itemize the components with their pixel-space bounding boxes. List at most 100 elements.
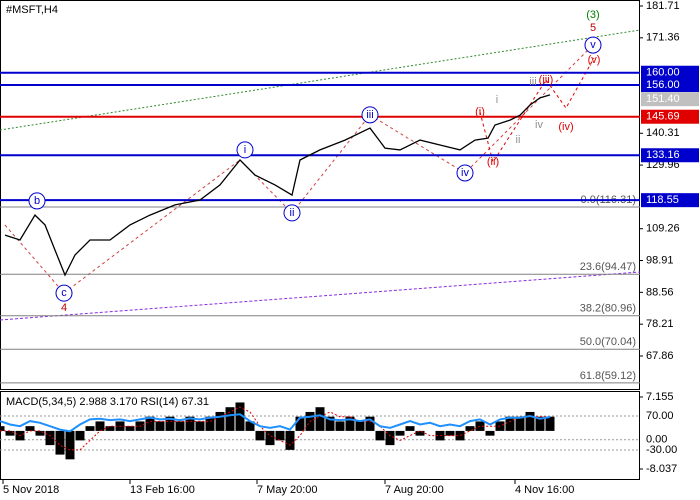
wave-circle [28,192,46,210]
macd-bar [225,407,235,431]
price-line [4,94,551,277]
macd-bar [235,402,245,431]
trend-line [0,271,641,321]
wave-label: (iv) [558,121,573,133]
wave-label: (i) [475,106,485,118]
macd-bar [535,416,545,431]
y-tick-label: -8.037 [646,463,677,475]
macd-bar [45,430,55,446]
macd-bar [395,430,405,436]
macd-bar [125,426,135,431]
x-tick-label: 7 May 20:00 [257,484,318,496]
macd-bar [25,426,35,431]
level-label: 156.00 [646,79,680,91]
level-box [641,92,699,107]
macd-bar [105,426,115,431]
macd-bar [275,430,285,441]
wave-path [4,44,594,294]
y-tick-label: 140.31 [646,127,680,139]
y-tick-label: 171.36 [646,32,680,44]
y-tick-label: 67.86 [646,350,674,362]
wave-label: (iii) [539,74,554,86]
wave-label: i [496,94,498,106]
macd-bar [85,426,95,431]
macd-bar [35,430,45,436]
level-label: 151.40 [646,93,680,105]
wave-label: iii [529,76,536,88]
macd-bar [175,421,185,431]
x-tick-label: 13 Feb 16:00 [130,484,195,496]
level-label: 145.69 [646,111,680,123]
y-tick-label: 98.91 [646,254,674,266]
macd-bar [445,430,455,436]
wave-label: 4 [61,302,67,314]
wave-label: ii [290,207,295,219]
x-tick-label: 7 Aug 20:00 [385,484,444,496]
macd-bar [65,430,75,460]
macd-bar [255,430,265,441]
wave-circle [361,106,379,124]
macd-bar [195,421,205,431]
macd-bar [325,416,335,431]
macd-bar [0,426,5,431]
macd-bar [345,416,355,431]
sub-frame [0,391,640,480]
wave-label: (3) [586,9,599,21]
macd-bar [365,416,375,431]
macd-bar [455,430,465,441]
level-box [641,193,699,208]
macd-bar [315,407,325,431]
macd-bar [75,430,85,441]
wave-label: iv [461,167,469,179]
level-label: 133.16 [646,149,680,161]
wave-label: c [61,287,67,299]
macd-bar [505,416,515,431]
macd-bar [465,426,475,431]
macd-bar [525,411,535,431]
macd-bar [415,430,425,436]
wave-circle [283,204,301,222]
macd-bar [385,430,395,446]
wave-circle [236,141,254,159]
wave-label: v [590,39,596,51]
wave-label: (ii) [487,156,499,168]
macd-bar [215,411,225,431]
indicator-title: MACD(5,34,5) 2.988 3.170 RSI(14) 67.31 [6,396,209,408]
macd-bar [265,430,275,446]
macd-bar [375,430,385,441]
macd-bar [335,421,345,431]
macd-bar [165,416,175,431]
macd-bar [245,421,255,431]
macd-bar [95,421,105,431]
signal-line [0,406,550,451]
wave-label: ii [516,134,521,146]
macd-bar [145,416,155,431]
macd-bar [545,416,555,431]
main-frame [0,0,640,390]
chart-title: #MSFT,H4 [6,4,58,16]
y-tick-label: 7.155 [646,391,674,403]
macd-bar [205,416,215,431]
macd-bar [55,430,65,455]
fibo-label: 23.6(94.47) [580,261,636,273]
macd-bar [405,426,415,431]
y2-tick-label: -30.00 [646,444,677,456]
level-label: 118.55 [646,194,679,206]
wave-circle [55,284,73,302]
x-tick-label: 5 Nov 2018 [3,484,59,496]
wave-label: 5 [590,22,596,34]
level-box [641,109,699,124]
level-box [641,78,699,93]
macd-bar [515,416,525,431]
wave-label: b [34,195,40,207]
macd-bar [5,430,15,436]
macd-bar [155,421,165,431]
macd-bar [285,430,295,450]
wave-label: i [244,144,246,156]
fibo-label: 38.2(80.96) [580,303,636,315]
macd-bar [435,430,445,441]
macd-bar [485,430,495,436]
wave-label: iii [366,109,373,121]
y-tick-label: 88.56 [646,286,674,298]
